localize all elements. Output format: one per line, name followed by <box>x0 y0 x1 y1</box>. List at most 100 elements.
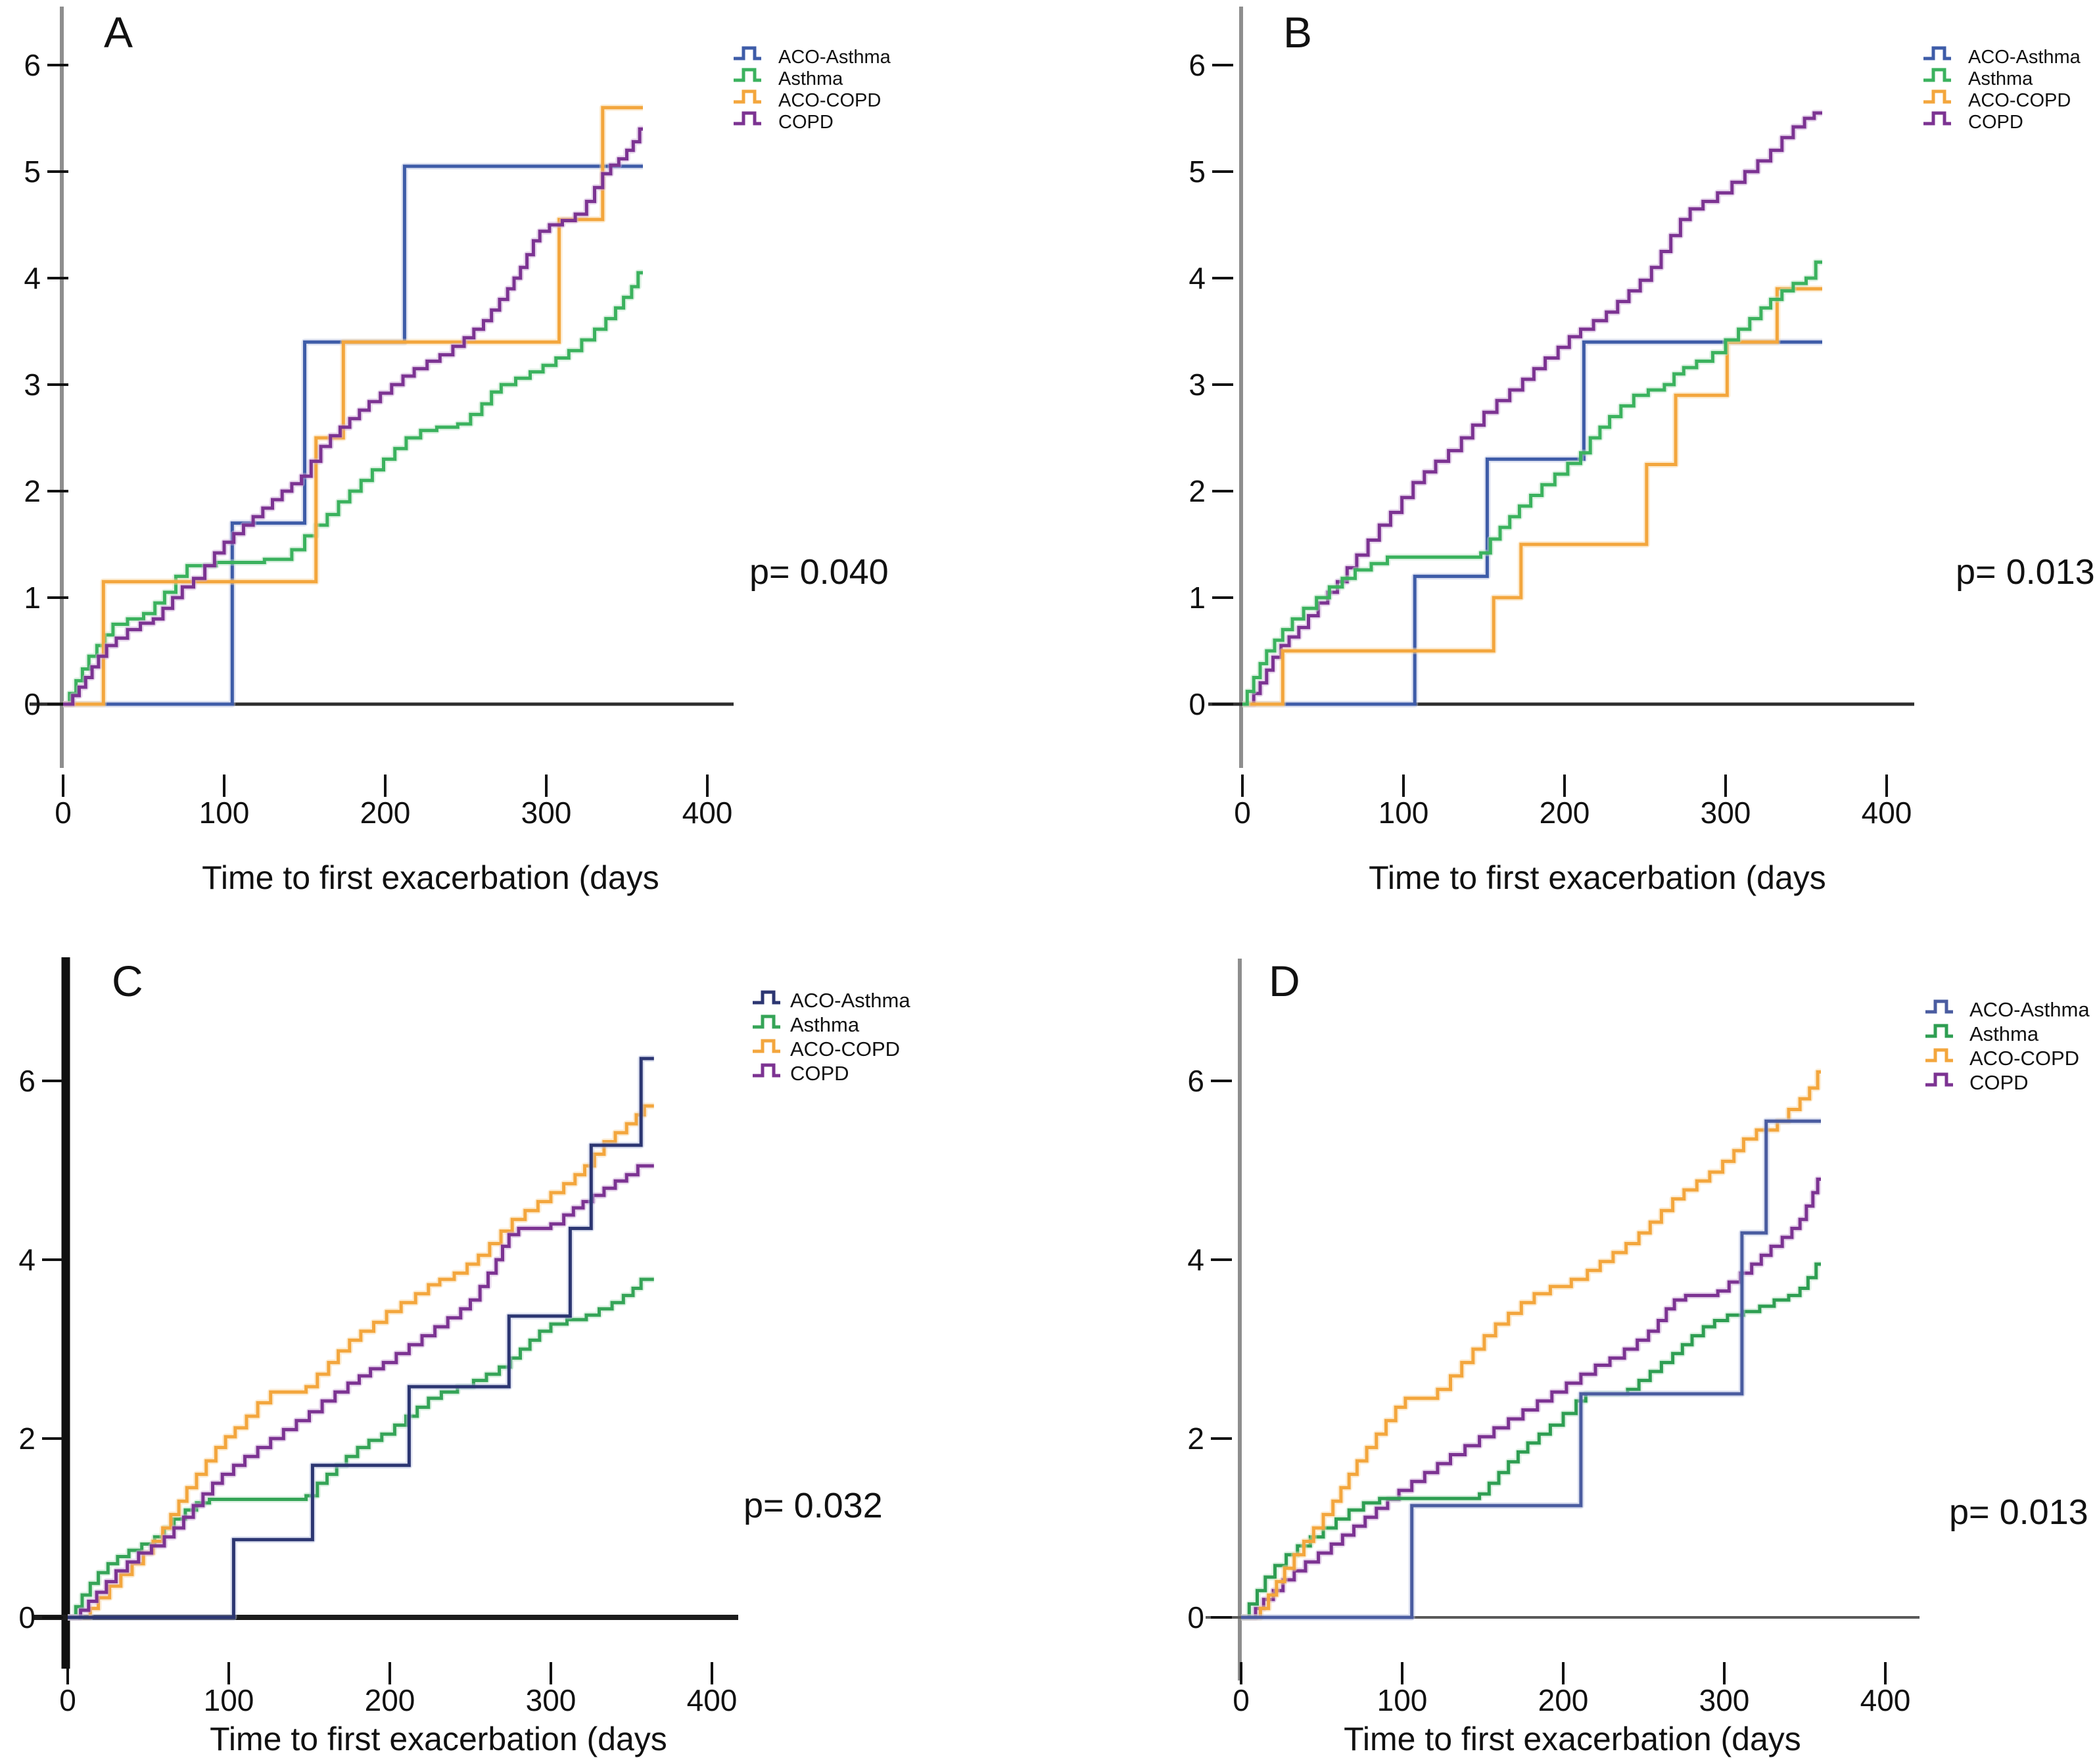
x-tick-label-A-400: 400 <box>682 796 733 830</box>
x-tick-label-C-100: 100 <box>204 1683 254 1717</box>
legend-swatch-B-ACO-COPD-icon <box>1923 89 1951 104</box>
x-tick-label-A-100: 100 <box>199 796 250 830</box>
x-tick-label-A-200: 200 <box>360 796 411 830</box>
curve-D-COPD <box>1241 1178 1821 1619</box>
x-tick-label-D-200: 200 <box>1538 1683 1589 1717</box>
curve-A-Asthma <box>63 271 643 706</box>
y-tick-label-D-4: 4 <box>1187 1243 1204 1277</box>
legend-label-A-COPD: COPD <box>778 112 834 133</box>
legend-swatch-B-ACO-Asthma-icon <box>1923 46 1951 60</box>
legend-label-D-ACO-Asthma: ACO-Asthma <box>1969 998 2090 1021</box>
curve-D-ACO-COPD <box>1241 1070 1821 1619</box>
y-tick-label-B-4: 4 <box>1189 261 1206 295</box>
y-tick-label-C-4: 4 <box>18 1243 35 1277</box>
panel-letter-A: A <box>104 8 133 57</box>
legend-swatch-C-COPD-icon <box>753 1063 780 1078</box>
curve-C-ACO-Asthma <box>68 1057 654 1619</box>
p-value-B: p= 0.013 <box>1956 552 2095 592</box>
legend-swatch-B-COPD-icon <box>1923 111 1951 126</box>
legend-label-C-COPD: COPD <box>790 1062 849 1085</box>
legend-label-D-Asthma: Asthma <box>1969 1022 2039 1045</box>
curve-C-Asthma <box>68 1277 654 1619</box>
curve-halo-D-Asthma <box>1241 1260 1821 1621</box>
x-tick-label-B-0: 0 <box>1234 796 1251 830</box>
legend-swatch-B-Asthma-icon <box>1923 68 1951 82</box>
x-tick-label-B-200: 200 <box>1540 796 1590 830</box>
curve-A-COPD <box>63 127 643 706</box>
x-tick-label-B-400: 400 <box>1862 796 1912 830</box>
y-tick-label-B-3: 3 <box>1189 368 1206 402</box>
y-tick-label-A-5: 5 <box>24 155 41 189</box>
y-tick-label-A-3: 3 <box>24 368 41 402</box>
y-tick-label-A-1: 1 <box>24 581 41 615</box>
legend-swatch-A-Asthma-icon <box>734 68 761 82</box>
legend-swatch-D-COPD-icon <box>1925 1072 1953 1087</box>
x-tick-label-C-300: 300 <box>526 1683 577 1717</box>
x-tick-label-D-300: 300 <box>1699 1683 1750 1717</box>
curve-B-COPD <box>1242 111 1822 706</box>
panel-letter-C: C <box>112 957 143 1005</box>
x-tick-label-C-400: 400 <box>687 1683 738 1717</box>
y-tick-label-B-6: 6 <box>1189 48 1206 82</box>
curve-B-Asthma <box>1242 260 1822 706</box>
legend-swatch-A-COPD-icon <box>734 111 761 126</box>
legend-swatch-A-ACO-COPD-icon <box>734 89 761 104</box>
panel-D: 0 2 4 6 0 100 200 300 400 Time to first exacerbat… <box>1187 957 2090 1757</box>
y-tick-label-C-2: 2 <box>18 1421 35 1456</box>
legend-label-B-COPD: COPD <box>1968 112 2023 133</box>
legend-label-A-ACO-Asthma: ACO-Asthma <box>778 47 891 68</box>
p-value-C: p= 0.032 <box>743 1486 883 1525</box>
x-tick-label-D-100: 100 <box>1377 1683 1428 1717</box>
legend-label-D-ACO-COPD: ACO-COPD <box>1969 1047 2079 1070</box>
curve-C-ACO-COPD <box>68 1104 654 1619</box>
legend-label-A-Asthma: Asthma <box>778 68 843 89</box>
y-tick-label-B-5: 5 <box>1189 155 1206 189</box>
legend-label-D-COPD: COPD <box>1969 1071 2029 1094</box>
x-tick-label-B-300: 300 <box>1701 796 1751 830</box>
y-tick-label-A-2: 2 <box>24 474 41 508</box>
legend-swatch-C-Asthma-icon <box>753 1014 780 1029</box>
p-value-D: p= 0.013 <box>1949 1492 2088 1532</box>
y-tick-label-D-0: 0 <box>1187 1600 1204 1634</box>
curve-B-ACO-COPD <box>1242 287 1822 706</box>
curve-A-ACO-COPD <box>63 106 643 706</box>
curve-D-ACO-Asthma <box>1241 1119 1821 1619</box>
curve-C-COPD <box>68 1164 654 1619</box>
y-tick-label-B-1: 1 <box>1189 581 1206 615</box>
legend-label-A-ACO-COPD: ACO-COPD <box>778 90 881 111</box>
y-tick-label-D-6: 6 <box>1187 1064 1204 1098</box>
legend-swatch-C-ACO-COPD-icon <box>753 1039 780 1053</box>
y-tick-label-B-2: 2 <box>1189 474 1206 508</box>
y-tick-label-C-6: 6 <box>18 1064 35 1098</box>
x-tick-label-C-200: 200 <box>365 1683 415 1717</box>
panel-C: 0 2 4 6 0 100 200 300 400 Time to first exacerbat… <box>18 957 910 1757</box>
p-value-A: p= 0.040 <box>749 552 889 592</box>
panel-letter-B: B <box>1283 8 1312 57</box>
legend-swatch-A-ACO-Asthma-icon <box>734 46 761 60</box>
x-tick-label-A-0: 0 <box>55 796 72 830</box>
x-tick-label-C-0: 0 <box>59 1683 76 1717</box>
legend-swatch-D-ACO-Asthma-icon <box>1925 999 1953 1014</box>
curve-halo-D-ACO-Asthma <box>1241 1118 1821 1621</box>
legend-swatch-D-ACO-COPD-icon <box>1925 1048 1953 1062</box>
x-tick-label-B-100: 100 <box>1378 796 1429 830</box>
y-tick-label-C-0: 0 <box>18 1600 35 1634</box>
y-tick-label-A-6: 6 <box>24 48 41 82</box>
curve-halo-A-COPD <box>63 126 644 707</box>
panel-A: 0 1 2 3 4 5 6 0 100 200 300 400 Time to first exacer… <box>24 7 891 896</box>
legend-label-B-Asthma: Asthma <box>1968 68 2033 89</box>
y-tick-label-B-0: 0 <box>1189 687 1206 721</box>
y-tick-label-A-0: 0 <box>24 687 41 721</box>
panel-letter-D: D <box>1269 957 1300 1005</box>
x-axis-title-A: Time to first exacerbation (days <box>202 859 659 896</box>
x-tick-label-D-0: 0 <box>1233 1683 1250 1717</box>
legend-label-B-ACO-COPD: ACO-COPD <box>1968 90 2071 111</box>
legend-label-C-Asthma: Asthma <box>790 1013 860 1036</box>
x-tick-label-D-400: 400 <box>1860 1683 1911 1717</box>
